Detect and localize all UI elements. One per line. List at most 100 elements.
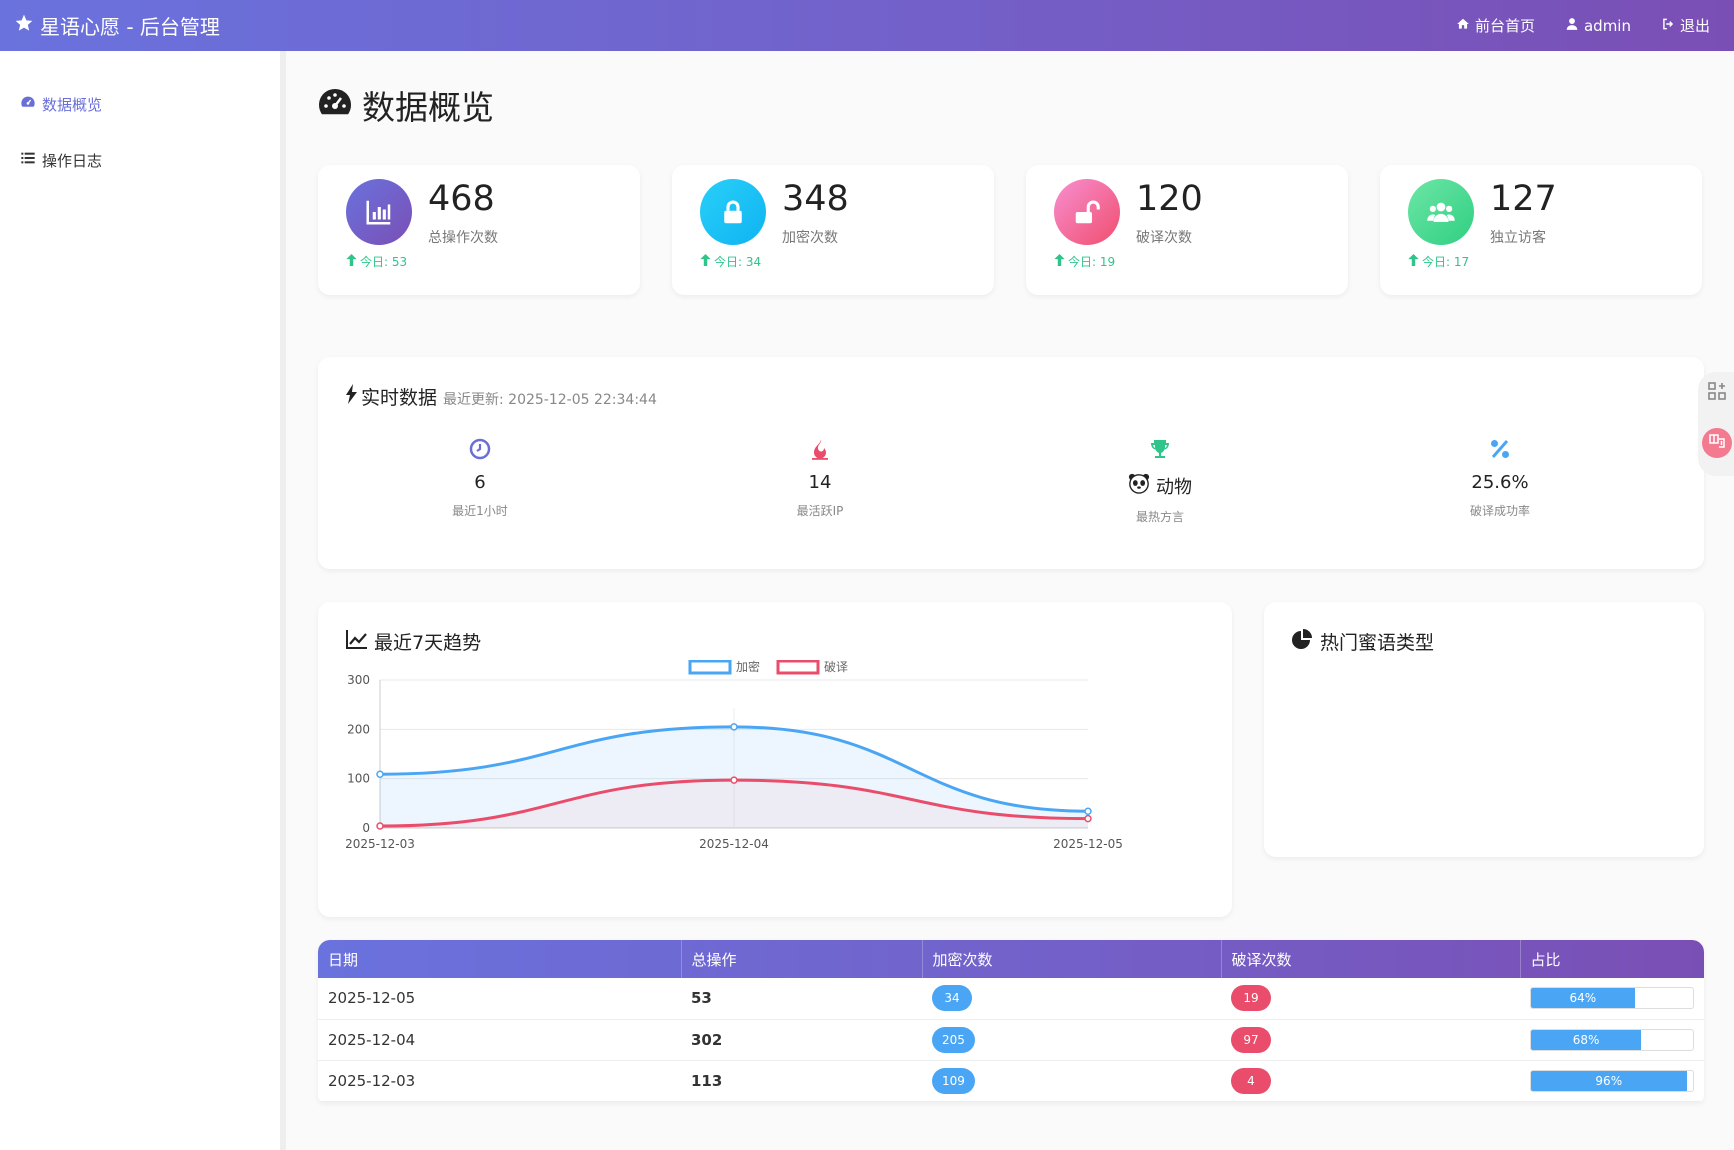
column-header-encrypt: 加密次数 <box>922 940 1222 978</box>
floating-toolbar <box>1698 372 1734 476</box>
qr-icon <box>1707 381 1727 405</box>
stat-today-text: 今日: 53 <box>360 255 408 269</box>
user-link[interactable]: admin <box>1565 15 1631 36</box>
y-tick-label: 200 <box>347 722 370 736</box>
data-point[interactable] <box>730 776 738 784</box>
stat-label: 破译次数 <box>1136 230 1192 246</box>
realtime-card: 实时数据 最近更新: 2025-12-05 22:34:44 6 最近1小时 1… <box>318 357 1704 569</box>
x-tick-label: 2025-12-05 <box>1053 837 1123 851</box>
cell-decrypt: 19 <box>1221 978 1520 1020</box>
ratio-bar-fill: 96% <box>1531 1070 1687 1091</box>
bolt-icon <box>346 384 357 409</box>
ratio-bar-fill: 64% <box>1531 988 1635 1009</box>
data-point[interactable] <box>1084 807 1092 815</box>
pie-card: 热门蜜语类型 <box>1264 602 1704 857</box>
column-header-date: 日期 <box>318 940 682 978</box>
translate-icon <box>1707 431 1727 455</box>
legend-label: 加密 <box>736 660 760 674</box>
decrypt-badge: 19 <box>1231 985 1271 1012</box>
legend-item[interactable]: 加密 <box>688 660 760 675</box>
ratio-bar: 96% <box>1530 1069 1694 1092</box>
data-point[interactable] <box>730 723 738 731</box>
legend-swatch <box>776 660 820 675</box>
encrypt-badge: 34 <box>932 985 972 1012</box>
home-link[interactable]: 前台首页 <box>1456 15 1535 36</box>
table-header-row: 日期 总操作 加密次数 破译次数 占比 <box>318 940 1704 978</box>
cell-decrypt: 97 <box>1221 1019 1520 1061</box>
stat-value: 348 <box>782 179 849 219</box>
realtime-value: 14 <box>808 472 832 493</box>
logout-icon <box>1661 17 1675 35</box>
table-row: 2025-12-04 302 205 97 68% <box>318 1019 1704 1061</box>
column-header-total: 总操作 <box>681 940 923 978</box>
table-row: 2025-12-03 113 109 4 96% <box>318 1060 1704 1102</box>
realtime-label: 最活跃IP <box>796 504 844 518</box>
pie-title: 热门蜜语类型 <box>1292 628 1434 655</box>
realtime-value: 6 <box>474 472 486 493</box>
sidebar-item-label: 数据概览 <box>42 95 103 114</box>
clock-icon <box>430 437 530 461</box>
qr-add-button[interactable] <box>1702 378 1732 408</box>
users-icon <box>1408 179 1474 245</box>
sidebar-item-label: 操作日志 <box>42 151 103 170</box>
realtime-label: 最热方言 <box>1135 510 1184 524</box>
stat-card-decrypt: 120 破译次数 今日: 19 <box>1026 165 1348 295</box>
list-icon <box>20 150 36 170</box>
realtime-title: 实时数据 <box>346 383 437 410</box>
stat-today: 今日: 53 <box>346 253 407 270</box>
trend-chart: 加密 破译 0 100 200 300 2025-12-03 2025-12-04 2025-1… <box>345 660 1123 851</box>
cell-total: 53 <box>681 978 922 1020</box>
stat-label: 独立访客 <box>1490 230 1546 246</box>
data-point[interactable] <box>376 822 384 830</box>
column-header-decrypt: 破译次数 <box>1221 940 1521 978</box>
stat-value: 468 <box>428 179 495 219</box>
cell-encrypt: 205 <box>922 1019 1221 1061</box>
decrypt-badge: 97 <box>1231 1026 1271 1053</box>
pie-title-text: 热门蜜语类型 <box>1320 632 1435 654</box>
logout-link-label: 退出 <box>1679 17 1710 35</box>
sidebar-item-logs[interactable]: 操作日志 <box>0 145 280 175</box>
series-area <box>380 780 1088 828</box>
stat-card-encrypt: 348 加密次数 今日: 34 <box>672 165 994 295</box>
top-bar: 星语心愿 - 后台管理 前台首页 admin 退出 <box>0 0 1734 51</box>
stat-card-visitors: 127 独立访客 今日: 17 <box>1380 165 1702 295</box>
logout-link[interactable]: 退出 <box>1661 15 1710 36</box>
stat-cards: 468 总操作次数 今日: 53 348 加密次数 今日: 34 120 破译次… <box>318 165 1704 295</box>
ratio-bar-fill: 68% <box>1531 1029 1642 1050</box>
sidebar: 数据概览 操作日志 <box>0 51 286 1150</box>
y-tick-label: 300 <box>347 673 370 687</box>
arrow-up-icon <box>700 254 711 269</box>
cell-total: 113 <box>681 1060 922 1102</box>
user-icon <box>1565 17 1579 35</box>
x-tick-label: 2025-12-04 <box>699 837 769 851</box>
realtime-header: 实时数据 最近更新: 2025-12-05 22:34:44 <box>346 383 657 410</box>
legend-label: 破译 <box>824 660 848 674</box>
brand[interactable]: 星语心愿 - 后台管理 <box>14 11 220 40</box>
table-row: 2025-12-05 53 34 19 64% <box>318 978 1704 1020</box>
realtime-value-text: 动物 <box>1156 476 1192 498</box>
realtime-item: 6 最近1小时 <box>430 437 530 519</box>
top-nav: 前台首页 admin 退出 <box>1456 15 1710 36</box>
legend-item[interactable]: 破译 <box>776 660 848 675</box>
stat-today: 今日: 17 <box>1408 253 1469 270</box>
cell-encrypt: 109 <box>922 1060 1221 1102</box>
home-icon <box>1456 17 1470 35</box>
encrypt-badge: 109 <box>932 1067 975 1094</box>
app-title: 星语心愿 - 后台管理 <box>40 15 220 39</box>
realtime-label: 最近1小时 <box>452 504 508 518</box>
realtime-value: 25.6% <box>1471 472 1529 493</box>
realtime-label: 破译成功率 <box>1469 504 1530 518</box>
data-point[interactable] <box>1084 814 1092 823</box>
daily-table: 日期 总操作 加密次数 破译次数 占比 2025-12-05 53 34 19 … <box>318 940 1704 1102</box>
realtime-title-text: 实时数据 <box>361 387 438 409</box>
sidebar-item-overview[interactable]: 数据概览 <box>0 89 280 119</box>
cell-ratio: 68% <box>1520 1019 1704 1061</box>
star-icon <box>14 13 34 38</box>
arrow-up-icon <box>1408 254 1419 269</box>
stat-label: 总操作次数 <box>428 230 498 246</box>
realtime-item: 25.6% 破译成功率 <box>1430 437 1570 519</box>
charts-row: 最近7天趋势 加密 破译 0 100 200 300 2025-12-03 2025-12-0… <box>318 602 1704 917</box>
x-tick-label: 2025-12-03 <box>345 837 415 851</box>
translate-button[interactable] <box>1702 428 1732 458</box>
data-point[interactable] <box>376 770 384 778</box>
